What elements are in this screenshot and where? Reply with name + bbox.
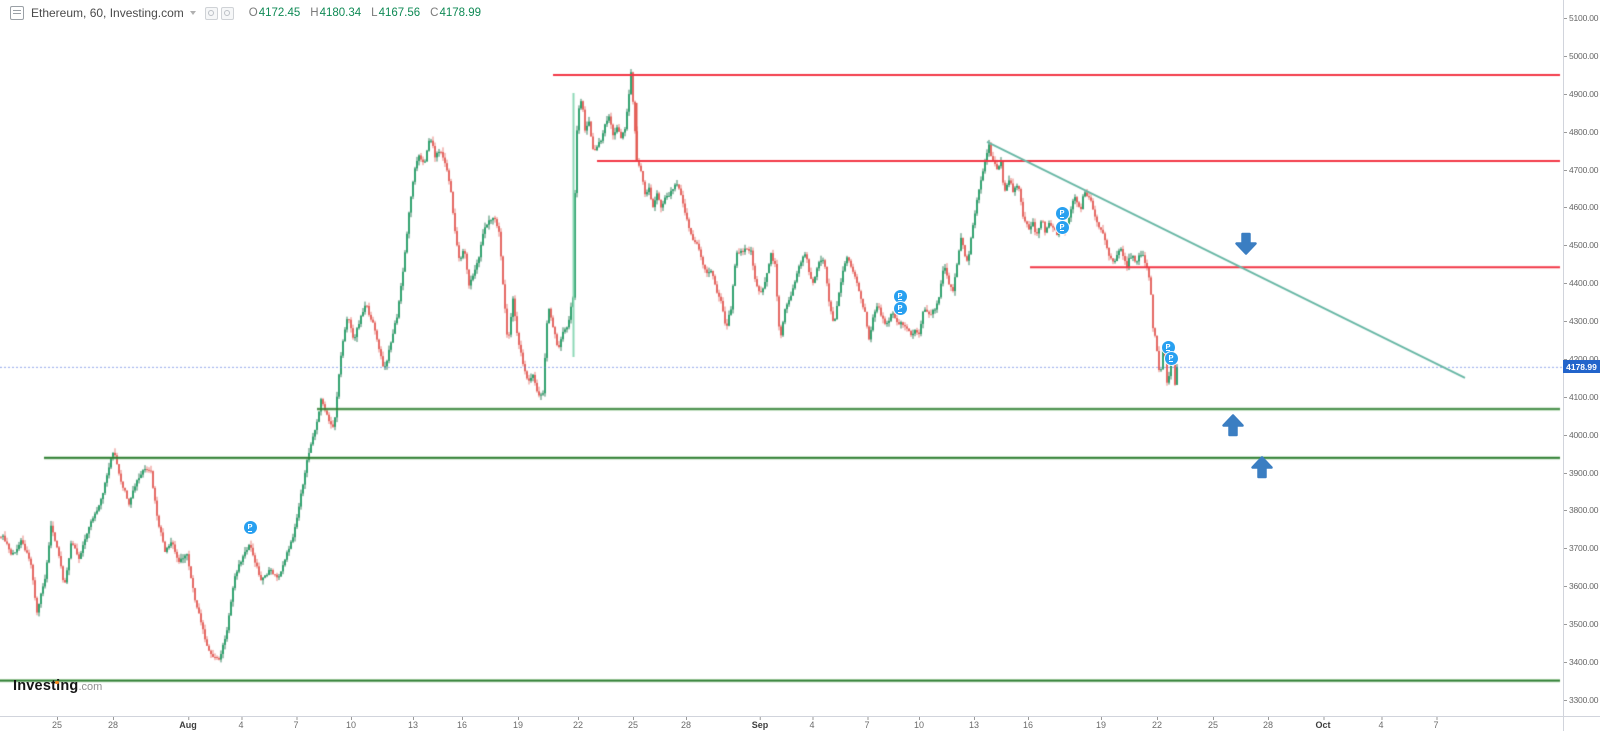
time-axis-label: 7 [293,717,299,730]
time-axis-label: 4 [238,717,244,730]
time-axis-label: 16 [456,717,468,730]
time-axis-label: 19 [512,717,524,730]
ohlc-low-label: L [371,7,378,19]
time-axis-label: 22 [1151,717,1163,730]
ohlc-close-value: 4178.99 [439,7,482,19]
time-axis-label: Aug [179,717,197,730]
price-axis-label: 4900.00 [1563,88,1599,99]
position-marker[interactable]: P [893,302,907,316]
time-axis-label: 13 [968,717,980,730]
price-axis-label: 4000.00 [1563,429,1599,440]
time-axis-label: 25 [1207,717,1219,730]
position-marker[interactable]: P [1055,220,1069,234]
chevron-down-icon[interactable] [189,11,196,15]
position-marker[interactable]: P [1055,207,1069,221]
position-marker[interactable]: P [1164,351,1178,365]
ohlc-readout: O 4172.45 H 4180.34 L 4167.56 C 4178.99 [249,7,481,19]
time-axis-label: 25 [627,717,639,730]
time-axis-label: Oct [1315,717,1331,730]
time-axis-label: 4 [1378,717,1384,730]
price-axis-label: 3600.00 [1563,581,1599,592]
price-axis-label: 4300.00 [1563,316,1599,327]
header-mini-icon-1[interactable] [204,6,218,20]
time-axis-label: 25 [51,717,63,730]
time-axis-label: 28 [1262,717,1274,730]
investing-logo-tld: .com [78,681,103,693]
investing-logo[interactable]: Investing .com [13,678,102,694]
price-axis-label: 3300.00 [1563,694,1599,705]
price-axis-label: 3500.00 [1563,619,1599,630]
price-axis-label: 4400.00 [1563,278,1599,289]
time-axis-label: 10 [345,717,357,730]
price-axis-label: 3800.00 [1563,505,1599,516]
price-axis-label: 5000.00 [1563,50,1599,61]
time-axis-label: 28 [680,717,692,730]
header-mini-icon-2[interactable] [220,6,234,20]
price-axis-label: 4700.00 [1563,164,1599,175]
position-marker[interactable]: P [893,289,907,303]
time-axis-label: 4 [809,717,815,730]
price-axis-label: 4600.00 [1563,202,1599,213]
time-axis-label: 22 [572,717,584,730]
ohlc-high-label: H [310,7,319,19]
time-axis-label: 28 [107,717,119,730]
up-arrow-annotation[interactable] [1248,453,1276,486]
ohlc-low-value: 4167.56 [378,7,421,19]
investing-logo-dot [55,680,59,684]
time-axis-label: 19 [1095,717,1107,730]
ohlc-open-label: O [248,7,258,19]
ohlc-open-value: 4172.45 [258,7,301,19]
price-axis-label: 5100.00 [1563,13,1599,23]
time-axis-label: 7 [1433,717,1439,730]
price-axis[interactable]: 5100.00 5000.00 4900.00 4800.00 4700.00 4600.… [1563,0,1600,716]
down-arrow-annotation[interactable] [1232,230,1260,263]
time-axis-label: 10 [913,717,925,730]
time-axis-label: 16 [1022,717,1034,730]
time-axis[interactable]: 25 28 Aug 4 7 10 13 16 19 22 25 28 Sep 4 7 10 13 16 19 22 25… [0,716,1563,731]
ohlc-high-value: 4180.34 [319,7,362,19]
candlestick-chart[interactable] [0,0,1563,716]
axis-corner [1563,716,1600,731]
position-marker[interactable]: P [1161,340,1175,354]
chart-logo-icon [10,6,24,20]
price-axis-label: 4500.00 [1563,240,1599,251]
price-axis-label: 3900.00 [1563,467,1599,478]
ohlc-close-label: C [430,7,439,19]
price-axis-label: 4200.00 [1563,353,1599,364]
price-axis-label: 3700.00 [1563,543,1599,554]
price-axis-label: 4100.00 [1563,391,1599,402]
price-axis-label: 4800.00 [1563,126,1599,137]
up-arrow-annotation[interactable] [1219,411,1247,444]
chart-header: Ethereum, 60, Investing.com O 4172.45 H 41… [10,6,481,20]
price-axis-label: 3400.00 [1563,656,1599,667]
time-axis-label: Sep [751,717,769,730]
investing-logo-brand: Investing [13,678,79,694]
position-marker[interactable]: P [243,521,257,535]
symbol-title[interactable]: Ethereum, 60, Investing.com [31,6,184,20]
time-axis-label: 13 [407,717,419,730]
time-axis-label: 7 [864,717,870,730]
current-price-badge: 4178.99 [1563,360,1600,374]
